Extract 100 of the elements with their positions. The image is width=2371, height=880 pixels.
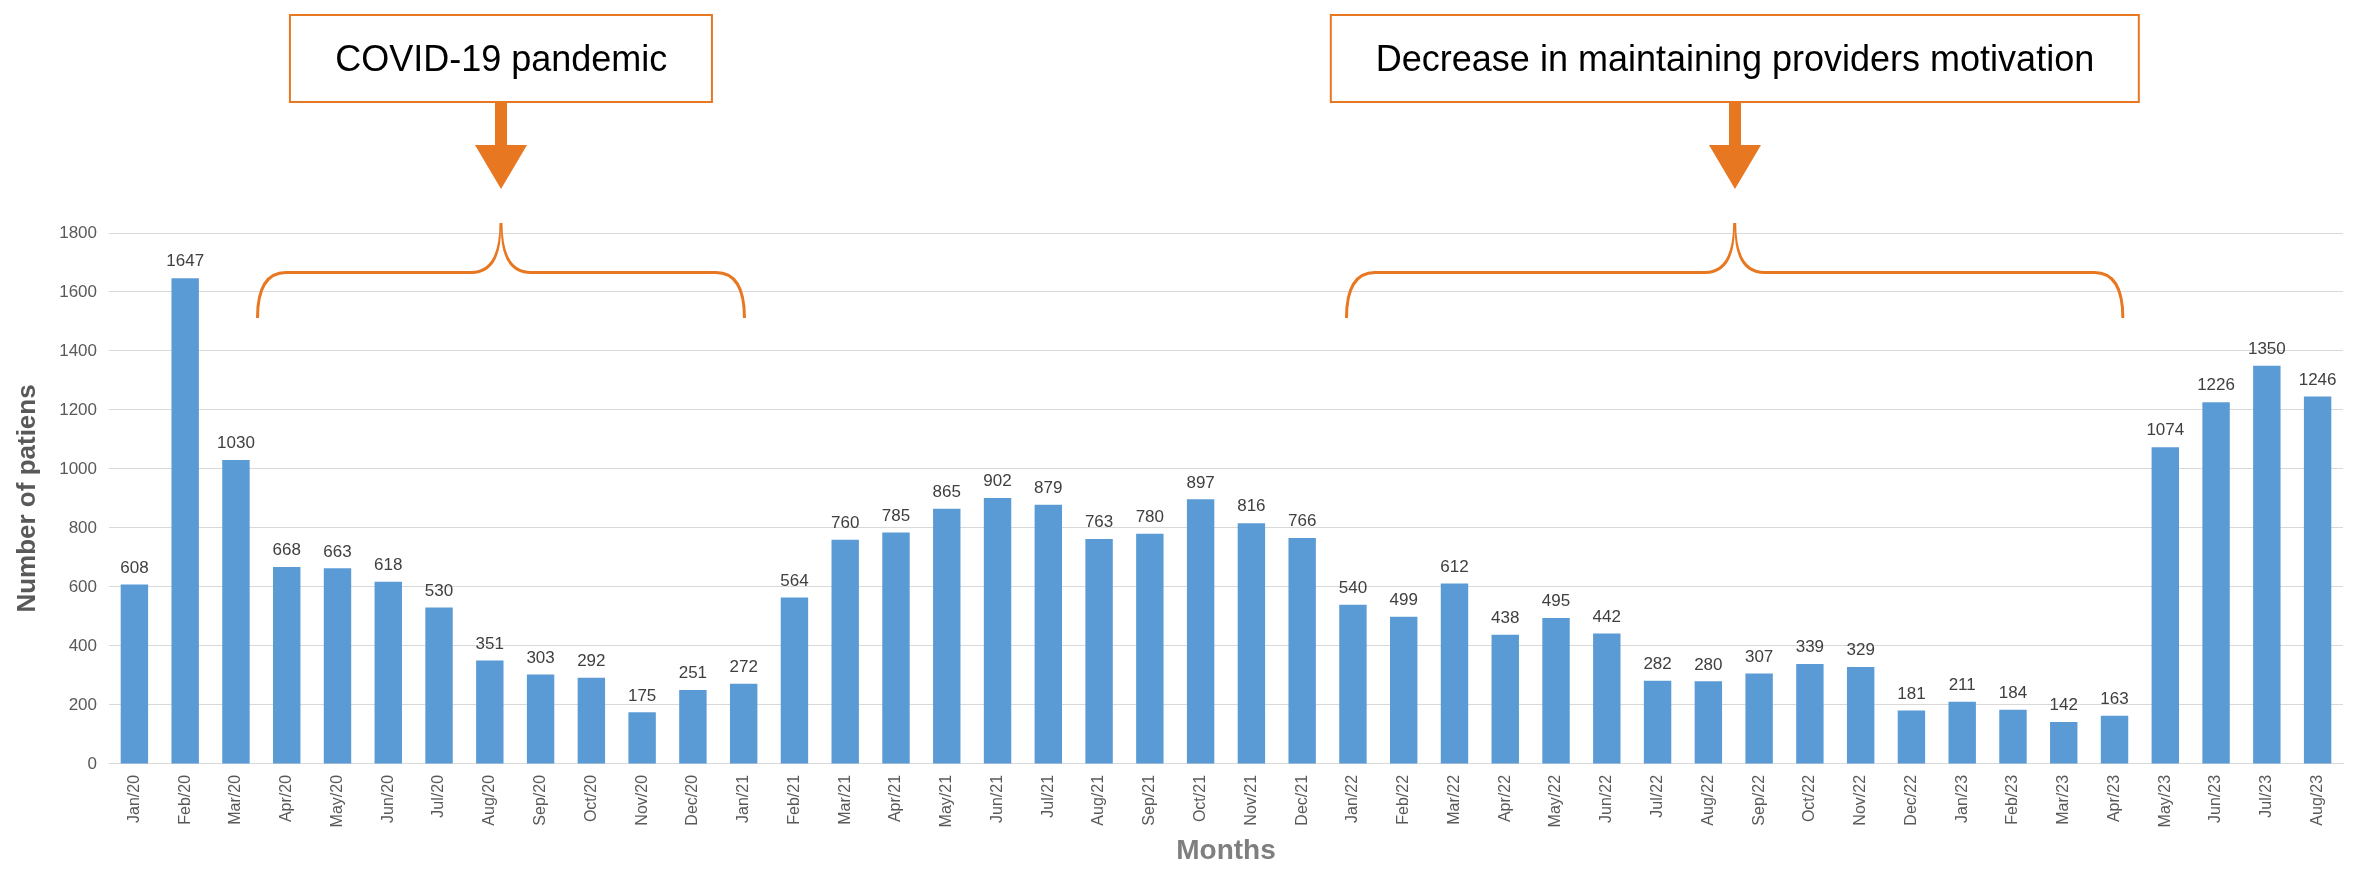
data-label: 280 bbox=[1694, 654, 1723, 674]
data-label: 307 bbox=[1744, 646, 1774, 666]
x-tick-label: Feb/21 bbox=[784, 774, 802, 825]
data-label: 1647 bbox=[166, 251, 205, 271]
y-tick-label: 1800 bbox=[59, 222, 98, 242]
data-label: 292 bbox=[577, 650, 606, 670]
data-label: 902 bbox=[983, 471, 1012, 491]
x-tick-label: Sep/21 bbox=[1140, 774, 1158, 826]
bar bbox=[1846, 666, 1875, 764]
y-tick-label: 400 bbox=[68, 635, 98, 655]
data-label: 211 bbox=[1948, 674, 1976, 694]
x-tick-label: Apr/23 bbox=[2104, 774, 2122, 823]
bar bbox=[882, 532, 910, 764]
bar bbox=[1542, 617, 1570, 764]
x-tick-label: Nov/20 bbox=[632, 774, 650, 826]
data-label: 1350 bbox=[2247, 338, 2286, 358]
data-label: 612 bbox=[1440, 556, 1469, 576]
data-label: 608 bbox=[120, 557, 149, 577]
bar bbox=[1440, 583, 1469, 764]
data-label: 530 bbox=[424, 580, 454, 600]
data-label: 175 bbox=[627, 685, 657, 705]
data-label: 251 bbox=[678, 663, 708, 683]
bar bbox=[1948, 701, 1976, 764]
data-label: 618 bbox=[374, 554, 403, 574]
y-tick-label: 1000 bbox=[59, 458, 98, 478]
data-label: 540 bbox=[1338, 577, 1368, 597]
bar bbox=[1085, 538, 1113, 764]
bar bbox=[933, 508, 961, 764]
y-tick-label: 1600 bbox=[59, 281, 98, 301]
data-label: 1226 bbox=[2197, 375, 2235, 395]
bar bbox=[2202, 402, 2230, 764]
data-label: 1074 bbox=[2146, 420, 2185, 440]
x-tick-label: Apr/20 bbox=[277, 774, 295, 823]
x-axis-title: Months bbox=[1176, 833, 1276, 865]
bar bbox=[1237, 523, 1266, 764]
bar bbox=[628, 712, 656, 764]
bar bbox=[2151, 447, 2180, 764]
x-tick-label: Jun/22 bbox=[1597, 774, 1615, 823]
x-tick-label: Apr/22 bbox=[1495, 774, 1513, 823]
data-label: 442 bbox=[1592, 606, 1621, 626]
x-tick-label: Jun/23 bbox=[2206, 774, 2224, 823]
x-tick-label: Dec/22 bbox=[1901, 774, 1919, 826]
bar bbox=[1897, 710, 1926, 764]
data-label: 897 bbox=[1186, 472, 1215, 492]
bar bbox=[374, 581, 402, 764]
x-tick-label: Jan/22 bbox=[1343, 774, 1361, 823]
x-tick-label: Jun/20 bbox=[378, 774, 396, 823]
bar bbox=[1593, 633, 1621, 764]
bar bbox=[171, 278, 199, 764]
x-tick-label: Oct/22 bbox=[1800, 774, 1818, 823]
bar bbox=[577, 677, 606, 764]
bar bbox=[1136, 533, 1164, 764]
data-label: 351 bbox=[475, 633, 504, 653]
bar bbox=[1694, 681, 1723, 764]
bar bbox=[1034, 504, 1063, 764]
data-label: 780 bbox=[1135, 507, 1165, 527]
bar bbox=[2050, 722, 2078, 764]
x-tick-label: May/23 bbox=[2155, 774, 2173, 828]
data-label: 303 bbox=[526, 647, 555, 667]
x-tick-label: Aug/21 bbox=[1089, 774, 1107, 826]
data-label: 142 bbox=[2049, 695, 2078, 715]
x-tick-label: Feb/22 bbox=[1394, 774, 1412, 825]
y-tick-label: 1200 bbox=[59, 399, 98, 419]
x-tick-label: May/21 bbox=[937, 774, 955, 828]
x-tick-label: Oct/20 bbox=[581, 774, 599, 823]
x-tick-label: Sep/20 bbox=[530, 774, 548, 826]
bar bbox=[425, 607, 453, 764]
data-label: 879 bbox=[1034, 477, 1063, 497]
bar bbox=[2303, 396, 2332, 764]
x-tick-label: May/22 bbox=[1546, 774, 1564, 828]
callout-box: COVID-19 pandemic bbox=[289, 14, 714, 103]
x-tick-label: Jul/21 bbox=[1038, 774, 1056, 818]
x-tick-label: May/20 bbox=[327, 774, 345, 828]
data-label: 282 bbox=[1643, 653, 1672, 673]
bar bbox=[1339, 604, 1367, 764]
bar bbox=[273, 566, 301, 764]
data-label: 163 bbox=[2100, 689, 2129, 709]
bar bbox=[476, 660, 504, 764]
data-label: 668 bbox=[272, 540, 301, 560]
x-tick-label: Jun/21 bbox=[987, 774, 1005, 823]
bar bbox=[1643, 680, 1672, 764]
x-tick-label: Mar/20 bbox=[226, 774, 244, 825]
bar bbox=[1999, 709, 2027, 764]
bar bbox=[1796, 663, 1824, 764]
x-tick-label: Jul/23 bbox=[2257, 774, 2275, 818]
data-label: 663 bbox=[323, 541, 352, 561]
x-tick-label: Nov/22 bbox=[1851, 774, 1869, 826]
y-tick-label: 600 bbox=[68, 576, 98, 596]
data-label: 1030 bbox=[217, 433, 255, 453]
x-tick-label: Mar/23 bbox=[2054, 774, 2072, 825]
x-tick-label: Nov/21 bbox=[1241, 774, 1259, 826]
bar bbox=[679, 689, 707, 764]
bar bbox=[2253, 365, 2281, 764]
data-label: 184 bbox=[1998, 682, 2028, 702]
bar bbox=[831, 539, 859, 764]
data-label: 339 bbox=[1795, 637, 1825, 657]
bar bbox=[780, 597, 809, 764]
x-tick-label: Jul/22 bbox=[1647, 774, 1665, 818]
data-label: 1246 bbox=[2298, 369, 2337, 389]
x-tick-label: Jul/20 bbox=[429, 774, 447, 818]
